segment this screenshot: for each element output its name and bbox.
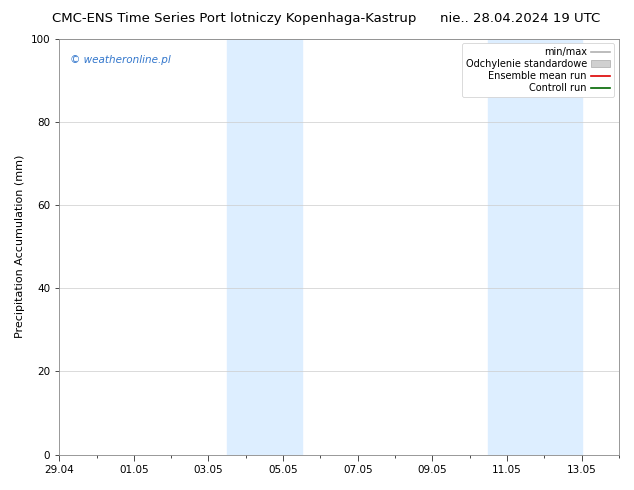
Legend: min/max, Odchylenie standardowe, Ensemble mean run, Controll run: min/max, Odchylenie standardowe, Ensembl… <box>462 44 614 97</box>
Bar <box>488 39 581 455</box>
Text: © weatheronline.pl: © weatheronline.pl <box>70 55 171 65</box>
Text: CMC-ENS Time Series Port lotniczy Kopenhaga-Kastrup: CMC-ENS Time Series Port lotniczy Kopenh… <box>53 12 417 25</box>
Text: nie.. 28.04.2024 19 UTC: nie.. 28.04.2024 19 UTC <box>440 12 600 25</box>
Y-axis label: Precipitation Accumulation (mm): Precipitation Accumulation (mm) <box>15 155 25 338</box>
Bar <box>227 39 302 455</box>
